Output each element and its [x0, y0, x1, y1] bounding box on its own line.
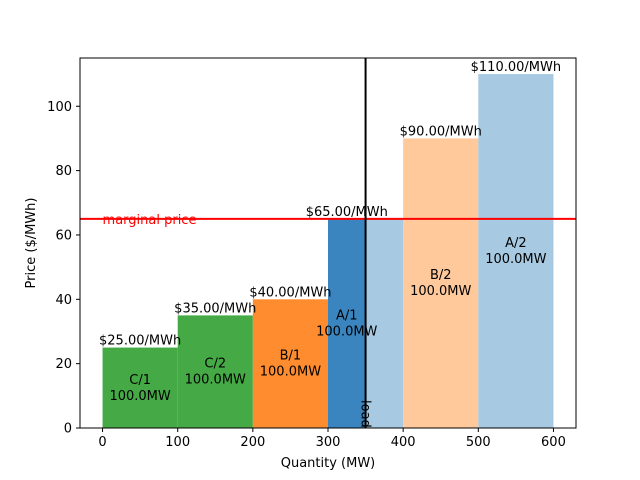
bar-labels-group: $25.00/MWhC/1100.0MW$35.00/MWhC/2100.0MW…	[99, 60, 561, 404]
bar-6	[478, 74, 554, 428]
price-label-3: $65.00/MWh	[306, 205, 388, 220]
y-tick-label-4: 80	[55, 164, 72, 179]
block-name-2: B/1	[280, 349, 302, 364]
y-tick-label-0: 0	[64, 422, 72, 437]
x-tick-label-2: 200	[240, 435, 265, 450]
bars-group	[102, 74, 554, 428]
x-tick-label-4: 400	[391, 435, 416, 450]
price-label-6: $110.00/MWh	[471, 60, 561, 75]
x-axis: 0 100 200 300 400 500 600	[98, 428, 566, 450]
bar-0	[102, 347, 178, 428]
block-mw-0: 100.0MW	[109, 389, 170, 404]
block-name-3: A/1	[336, 308, 358, 323]
demand-label: load	[358, 400, 373, 428]
block-mw-5: 100.0MW	[410, 284, 471, 299]
bar-4	[365, 218, 404, 428]
y-axis-label: Price ($/MWh)	[24, 198, 39, 289]
block-name-6: A/2	[505, 236, 527, 251]
block-name-1: C/2	[204, 357, 226, 372]
block-mw-2: 100.0MW	[260, 365, 321, 380]
y-tick-label-3: 60	[55, 228, 72, 243]
y-axis: 0 20 40 60 80 100	[47, 100, 80, 437]
x-tick-label-0: 0	[98, 435, 106, 450]
x-tick-label-3: 300	[316, 435, 341, 450]
y-tick-label-1: 20	[55, 357, 72, 372]
bar-5	[403, 138, 479, 428]
price-label-0: $25.00/MWh	[99, 334, 181, 349]
price-label-2: $40.00/MWh	[249, 285, 331, 300]
x-tick-label-6: 600	[541, 435, 566, 450]
block-mw-3: 100.0MW	[316, 324, 377, 339]
marginal-price-label: marginal price	[103, 213, 197, 228]
y-tick-label-2: 40	[55, 293, 72, 308]
block-mw-1: 100.0MW	[185, 373, 246, 388]
price-label-1: $35.00/MWh	[174, 301, 256, 316]
demand-group: load	[358, 58, 373, 428]
x-axis-label: Quantity (MW)	[281, 456, 376, 471]
bar-2	[252, 299, 328, 428]
bar-1	[177, 315, 253, 428]
y-tick-label-5: 100	[47, 100, 72, 115]
block-mw-6: 100.0MW	[485, 252, 546, 267]
bar-3	[328, 218, 366, 428]
x-tick-label-5: 500	[466, 435, 491, 450]
block-name-5: B/2	[430, 268, 452, 283]
marginal-price-group: marginal price	[80, 213, 576, 228]
price-label-5: $90.00/MWh	[400, 124, 482, 139]
x-tick-label-1: 100	[165, 435, 190, 450]
block-name-0: C/1	[129, 373, 151, 388]
